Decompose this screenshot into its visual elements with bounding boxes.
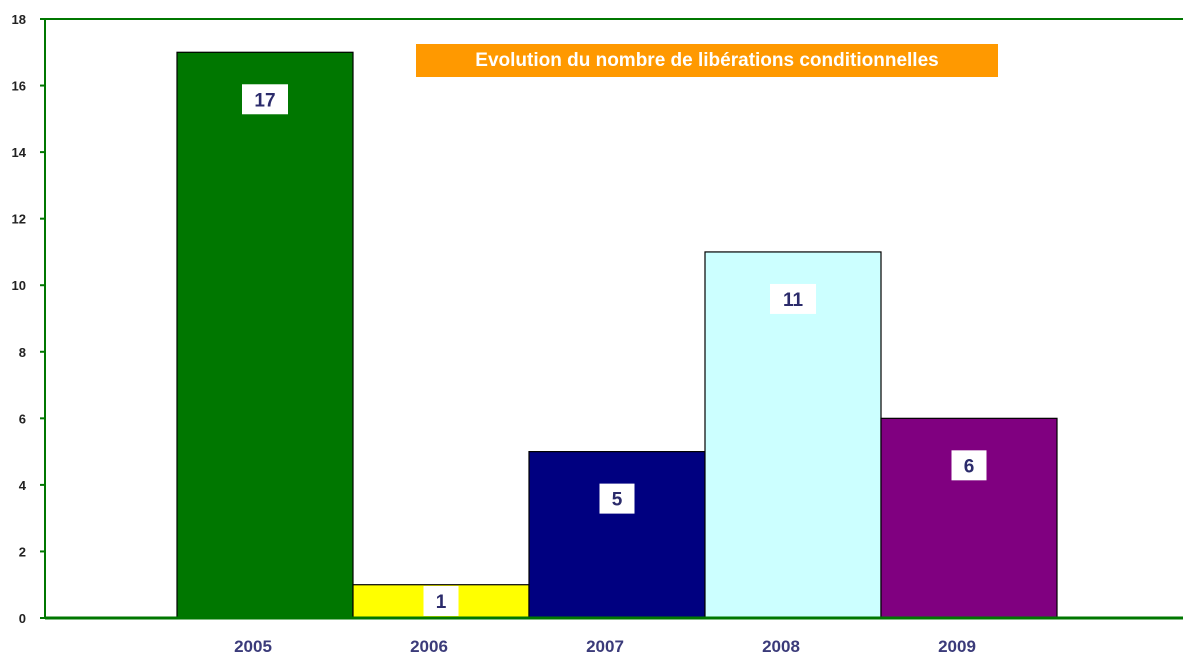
x-tick-label: 2008 [762,637,800,656]
bar-2009 [880,417,1058,619]
data-label-box [951,450,987,481]
bars [176,51,1058,619]
data-label-box [770,283,816,314]
y-tick-label: 14 [12,145,27,160]
y-tick-label: 8 [19,345,26,360]
y-tick-label: 4 [19,478,27,493]
y-axis-ticks: 0 2 4 6 8 10 12 14 16 18 [12,12,45,626]
chart-title-text: Evolution du nombre de libérations condi… [475,50,938,71]
data-label-box [423,586,459,616]
x-tick-label: 2005 [234,637,272,656]
y-tick-label: 6 [19,411,26,426]
data-labels: 17 1 5 11 6 [242,84,987,616]
bar-2005 [176,51,354,619]
chart-title-background [416,44,998,77]
data-label: 17 [254,90,275,111]
x-axis-tick-labels: 2005 2006 2007 2008 2009 [234,637,976,656]
data-label: 5 [612,490,623,511]
data-label: 1 [436,592,447,613]
data-label-box [242,84,288,115]
chart-title: Evolution du nombre de libérations condi… [416,44,998,77]
data-label-box [599,483,635,514]
x-tick-label: 2006 [410,637,448,656]
bar-2007 [528,451,706,619]
data-label: 11 [783,290,804,311]
y-tick-label: 0 [19,611,26,626]
y-tick-label: 12 [12,212,26,227]
y-tick-label: 10 [12,278,26,293]
x-tick-label: 2007 [586,637,624,656]
y-tick-label: 16 [12,79,26,94]
y-tick-label: 18 [12,12,26,27]
y-tick-label: 2 [19,544,26,559]
data-label: 6 [964,456,975,477]
x-tick-label: 2009 [938,637,976,656]
